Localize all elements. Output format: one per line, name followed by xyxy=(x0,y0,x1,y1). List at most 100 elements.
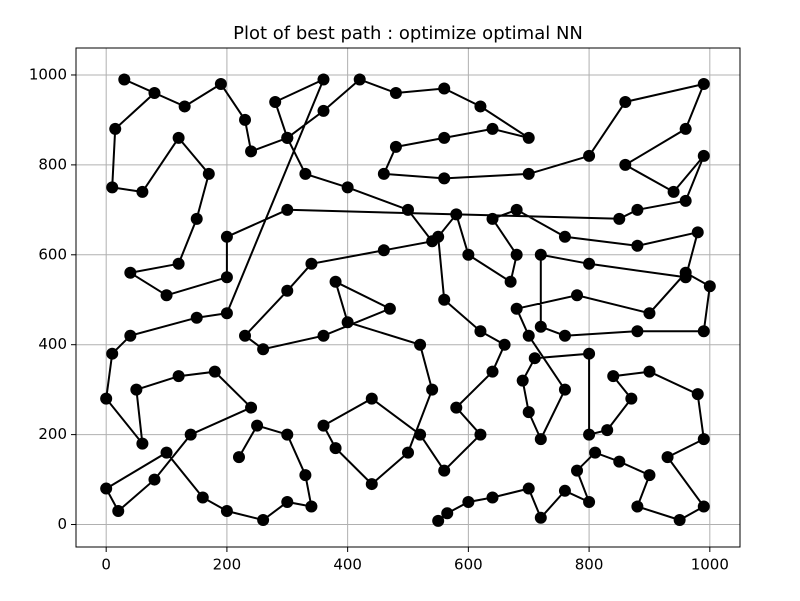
point xyxy=(106,181,119,194)
point xyxy=(281,284,294,297)
point xyxy=(462,496,475,509)
point xyxy=(534,320,547,333)
point xyxy=(257,514,270,527)
point xyxy=(245,145,258,158)
point xyxy=(474,100,487,113)
point xyxy=(558,230,571,243)
point xyxy=(305,257,318,270)
point xyxy=(558,383,571,396)
point xyxy=(571,464,584,477)
point xyxy=(583,149,596,162)
point xyxy=(136,437,149,450)
point xyxy=(269,95,282,108)
point xyxy=(232,451,245,464)
point xyxy=(172,131,185,144)
point xyxy=(583,347,596,360)
point xyxy=(697,500,710,513)
point xyxy=(148,473,161,486)
point xyxy=(607,370,620,383)
point xyxy=(100,482,113,495)
point xyxy=(365,392,378,405)
point xyxy=(106,347,119,360)
point xyxy=(202,167,215,180)
point xyxy=(432,514,445,527)
point xyxy=(510,203,523,216)
point xyxy=(697,149,710,162)
point xyxy=(438,131,451,144)
point xyxy=(317,419,330,432)
point xyxy=(239,113,252,126)
point xyxy=(613,455,626,468)
point xyxy=(220,307,233,320)
point xyxy=(184,428,197,441)
y-tick-label: 200 xyxy=(38,425,67,443)
x-tick-label: 600 xyxy=(454,556,483,574)
point xyxy=(504,275,517,288)
point xyxy=(643,365,656,378)
point xyxy=(402,446,414,459)
point xyxy=(534,248,547,261)
point xyxy=(522,329,535,342)
y-tick-label: 400 xyxy=(38,335,67,353)
point xyxy=(257,343,270,356)
point xyxy=(631,325,644,338)
point xyxy=(528,352,541,365)
x-tick-label: 400 xyxy=(333,556,362,574)
point xyxy=(299,469,312,482)
point xyxy=(100,392,113,405)
point xyxy=(377,167,390,180)
point xyxy=(631,239,644,252)
point xyxy=(643,469,656,482)
x-tick-label: 800 xyxy=(575,556,604,574)
point xyxy=(486,122,499,135)
point xyxy=(317,329,330,342)
point xyxy=(643,307,656,320)
point xyxy=(426,383,439,396)
point xyxy=(317,104,330,117)
point xyxy=(389,140,402,153)
point xyxy=(697,433,710,446)
point xyxy=(353,73,366,86)
point xyxy=(438,172,451,185)
point xyxy=(148,86,161,99)
point xyxy=(486,491,499,504)
point xyxy=(281,496,294,509)
point xyxy=(474,325,487,338)
point xyxy=(522,406,535,419)
point xyxy=(329,442,342,455)
point xyxy=(251,419,264,432)
point xyxy=(613,212,626,225)
point xyxy=(112,505,125,518)
point xyxy=(558,484,571,497)
point xyxy=(220,505,233,518)
point xyxy=(172,257,185,270)
point xyxy=(571,289,584,302)
point xyxy=(245,401,258,414)
x-tick-label: 200 xyxy=(213,556,242,574)
point xyxy=(522,482,535,495)
point xyxy=(619,95,632,108)
point xyxy=(160,446,173,459)
y-tick-label: 800 xyxy=(38,155,67,173)
point xyxy=(673,514,686,527)
point xyxy=(190,311,203,324)
point xyxy=(196,491,209,504)
point xyxy=(414,338,427,351)
point xyxy=(667,185,680,198)
point xyxy=(441,507,454,520)
point xyxy=(136,185,149,198)
point xyxy=(341,316,354,329)
point xyxy=(474,428,487,441)
point xyxy=(299,167,312,180)
point xyxy=(341,181,354,194)
point xyxy=(208,365,221,378)
point xyxy=(160,289,173,302)
point xyxy=(534,511,547,524)
point xyxy=(118,73,131,86)
point xyxy=(661,451,674,464)
point xyxy=(583,428,596,441)
point xyxy=(450,208,463,221)
point xyxy=(703,280,716,293)
point xyxy=(317,73,330,86)
